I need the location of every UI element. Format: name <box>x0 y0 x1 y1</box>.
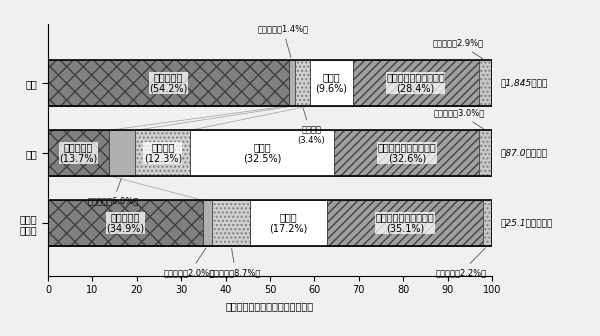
Text: 株式等
(17.2%): 株式等 (17.2%) <box>269 212 308 234</box>
Text: 債務証券（1.4%）: 債務証券（1.4%） <box>257 25 308 57</box>
Bar <box>479 60 491 106</box>
Text: 保険・年金・定型保証
(32.6%): 保険・年金・定型保証 (32.6%) <box>377 142 436 164</box>
Text: 現金・預金
(54.2%): 現金・預金 (54.2%) <box>149 72 188 94</box>
Bar <box>48 130 492 176</box>
Bar <box>295 60 310 106</box>
Text: その他計（2.2%）: その他計（2.2%） <box>436 248 487 277</box>
Bar <box>310 60 353 106</box>
Text: 現金・預金
(13.7%): 現金・預金 (13.7%) <box>59 142 98 164</box>
Bar <box>212 200 250 246</box>
Text: 投資信託
(12.3%): 投資信託 (12.3%) <box>143 142 182 164</box>
Text: （87.0兆ドル）: （87.0兆ドル） <box>501 149 548 158</box>
Text: 投資信託（8.7%）: 投資信託（8.7%） <box>210 249 261 277</box>
Text: 投資信託
(3.4%): 投資信託 (3.4%) <box>298 109 325 145</box>
Bar <box>48 60 289 106</box>
Bar <box>109 130 136 176</box>
Text: 債務証券（2.0%）: 債務証券（2.0%） <box>164 248 215 277</box>
Text: 株式等
(9.6%): 株式等 (9.6%) <box>315 72 347 94</box>
Bar <box>203 200 212 246</box>
Bar <box>334 130 479 176</box>
Bar <box>250 200 327 246</box>
Bar <box>48 200 492 246</box>
Bar <box>327 200 482 246</box>
Text: 債務証券（6.0%）: 債務証券（6.0%） <box>88 178 139 206</box>
Bar <box>48 200 203 246</box>
Text: 保険・年金・定型保証
(28.4%): 保険・年金・定型保証 (28.4%) <box>386 72 445 94</box>
Text: 保険・年金・定型保証
(35.1%): 保険・年金・定型保証 (35.1%) <box>376 212 434 234</box>
Text: その他計（2.9%）: その他計（2.9%） <box>433 39 484 59</box>
Bar <box>479 130 493 176</box>
Bar <box>48 60 492 106</box>
Text: その他計（3.0%）: その他計（3.0%） <box>434 109 485 129</box>
Text: 株式等
(32.5%): 株式等 (32.5%) <box>243 142 281 164</box>
Bar <box>289 60 295 106</box>
Bar <box>136 130 190 176</box>
Text: 現金・預金
(34.9%): 現金・預金 (34.9%) <box>106 212 145 234</box>
Text: （25.1兆ユーロ）: （25.1兆ユーロ） <box>501 218 553 227</box>
Bar <box>48 130 109 176</box>
X-axis label: 金融資産合計に占める割合（％）: 金融資産合計に占める割合（％） <box>226 301 314 311</box>
Bar <box>353 60 479 106</box>
Text: （1,845兆円）: （1,845兆円） <box>501 79 548 87</box>
Bar <box>190 130 334 176</box>
Bar <box>482 200 493 246</box>
